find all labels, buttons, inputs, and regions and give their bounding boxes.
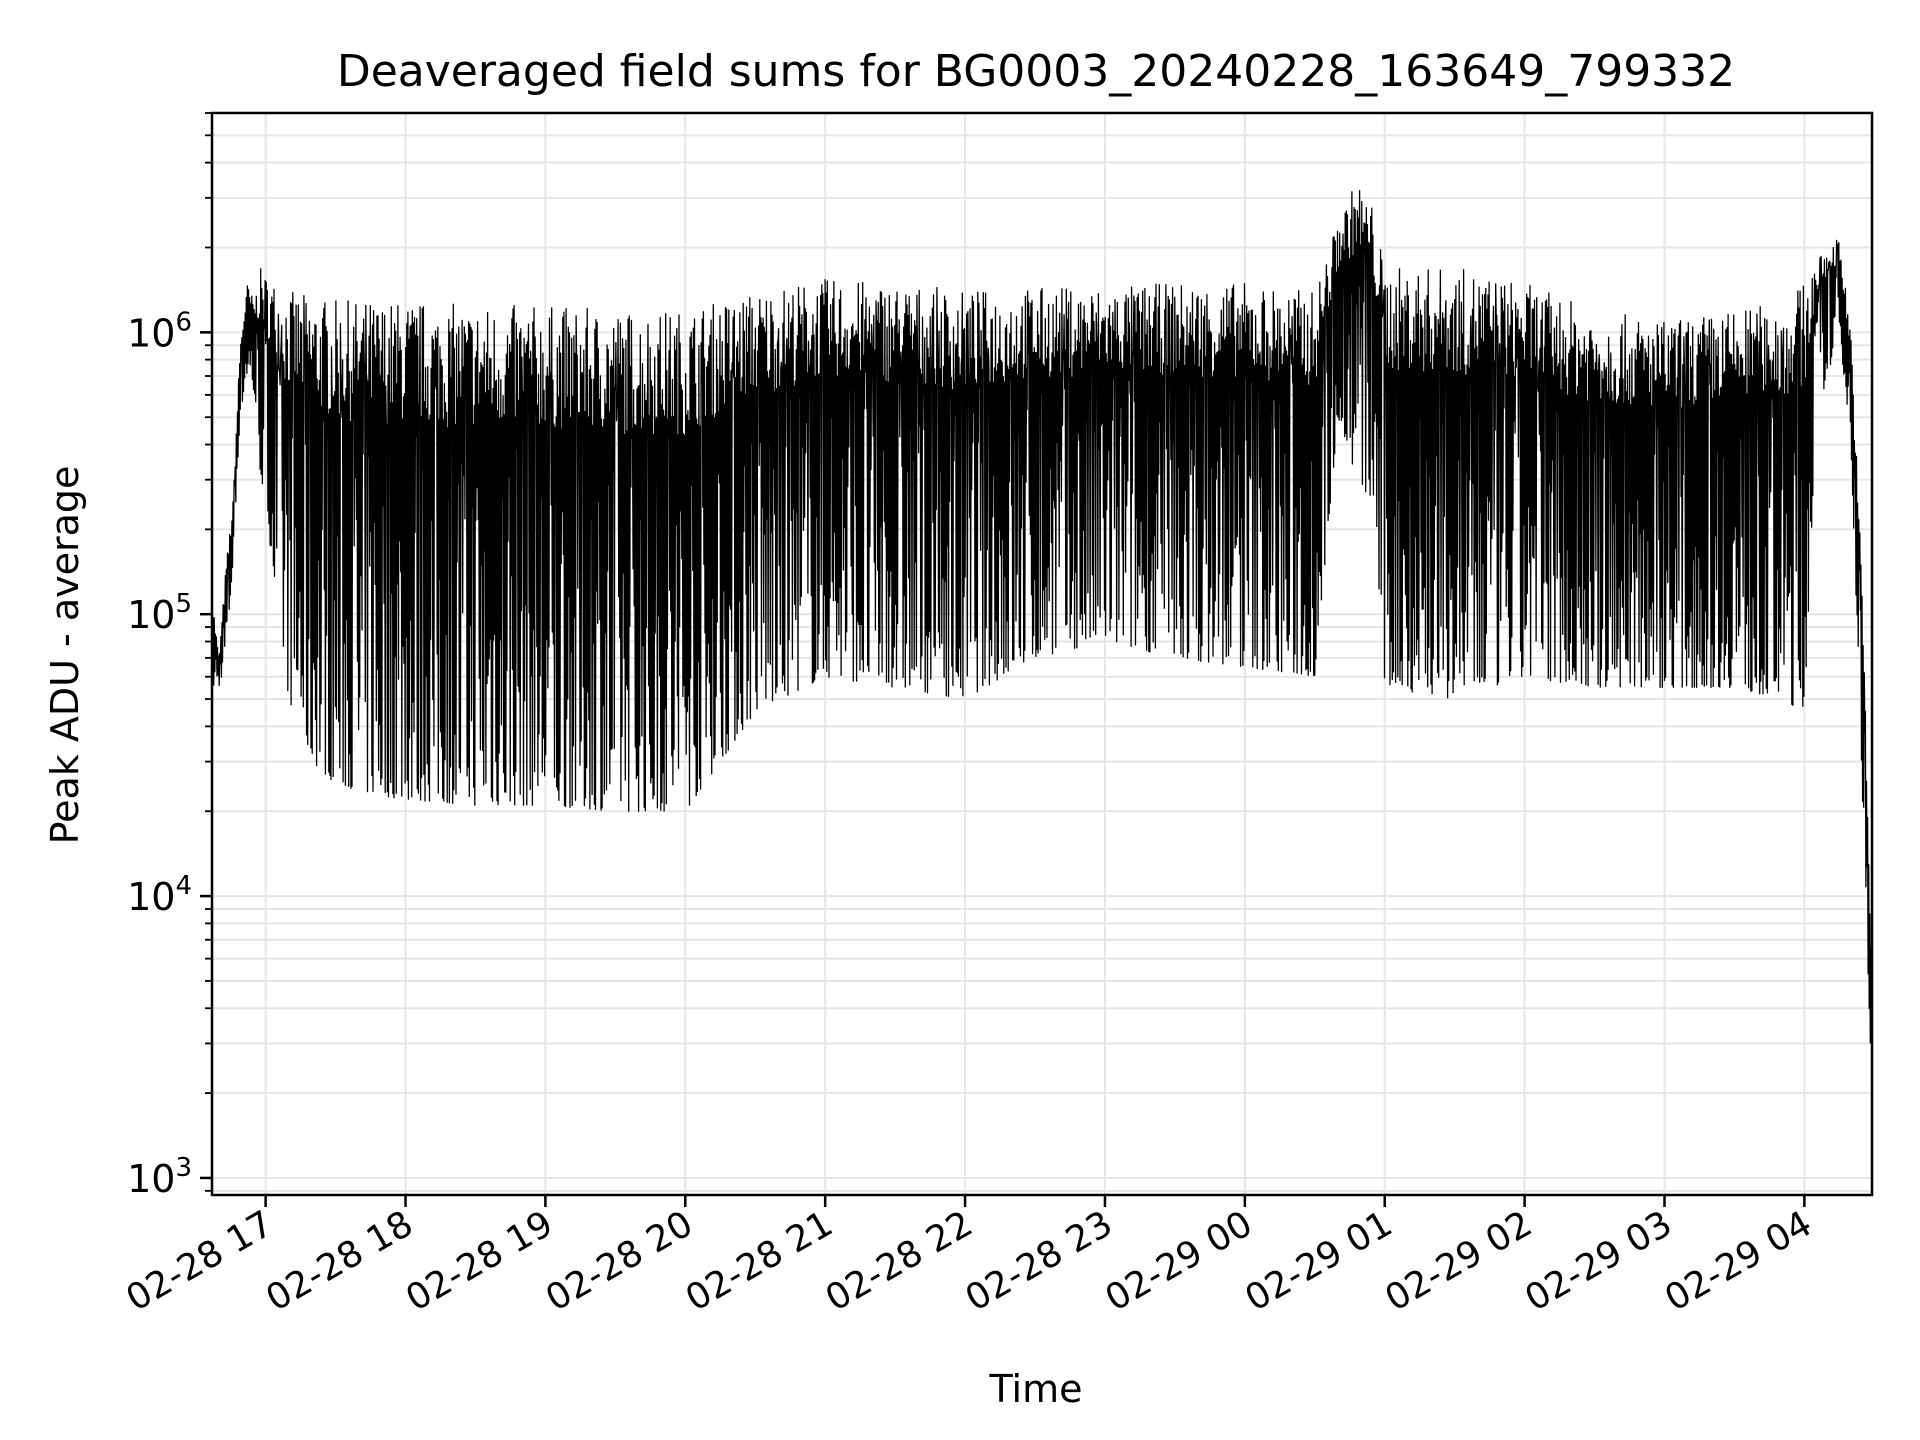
y-tick-label: 106 bbox=[127, 307, 192, 355]
y-tick-label: 105 bbox=[127, 589, 192, 637]
plot-frame bbox=[210, 111, 1874, 1197]
y-tick-exponent: 3 bbox=[175, 1153, 192, 1183]
y-tick-base: 10 bbox=[127, 1157, 175, 1201]
y-tick-label: 103 bbox=[127, 1153, 192, 1201]
y-tick-label: 104 bbox=[127, 871, 192, 919]
axes bbox=[210, 111, 1874, 1197]
y-tick-exponent: 4 bbox=[175, 871, 192, 901]
y-tick-base: 10 bbox=[127, 311, 175, 355]
y-axis-label: Peak ADU - average bbox=[43, 466, 87, 845]
chart-title: Deaveraged field sums for BG0003_2024022… bbox=[337, 46, 1735, 97]
series-line bbox=[211, 189, 1873, 1044]
y-tick-exponent: 6 bbox=[175, 307, 192, 337]
data-line bbox=[211, 189, 1873, 1044]
y-tick-exponent: 5 bbox=[175, 589, 192, 619]
y-tick-base: 10 bbox=[127, 875, 175, 919]
x-axis-label: Time bbox=[989, 1367, 1083, 1411]
y-tick-base: 10 bbox=[127, 593, 175, 637]
